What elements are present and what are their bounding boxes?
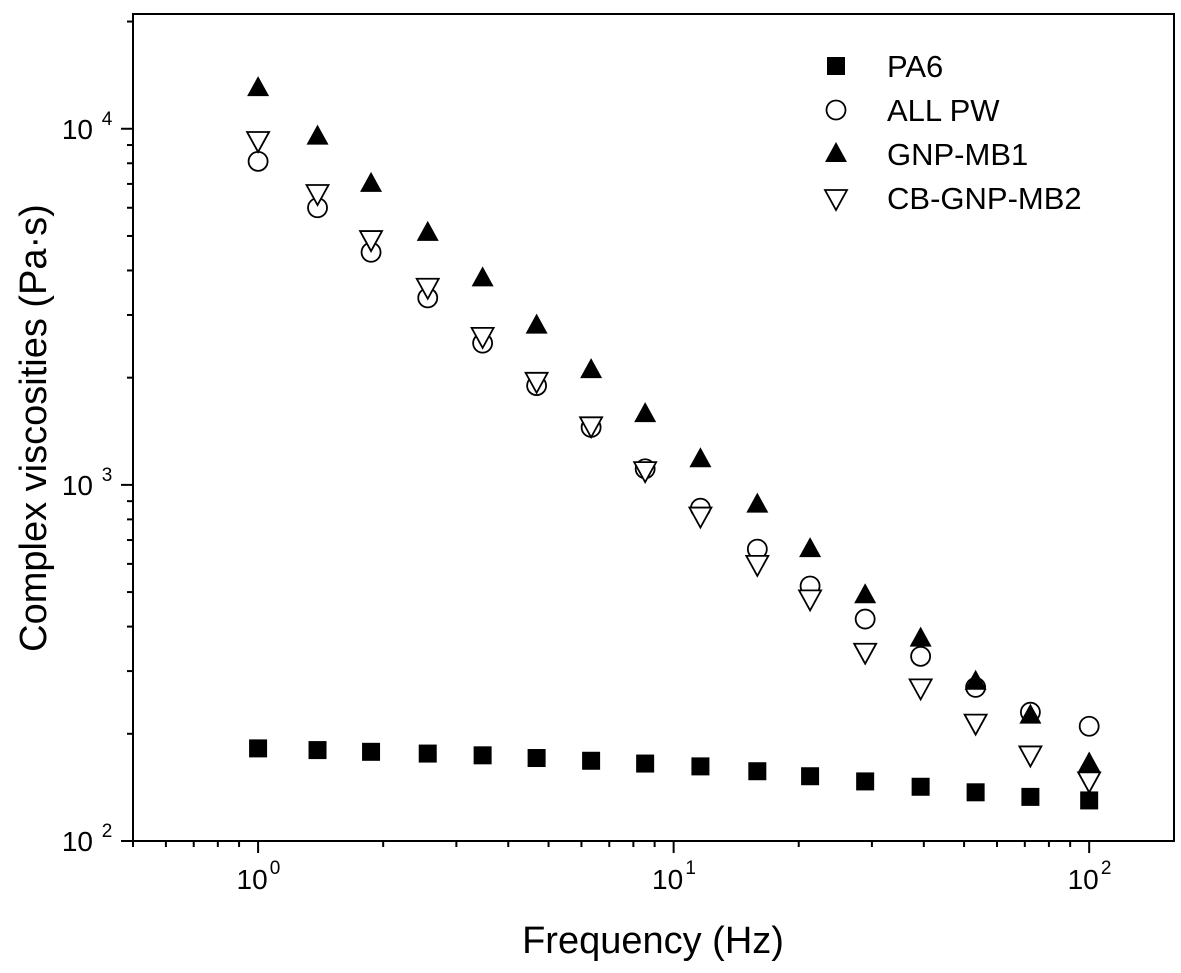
legend-label: ALL PW [887,93,1000,128]
x-tick-label: 10 [237,864,268,895]
data-point [801,767,820,786]
data-point [418,744,437,763]
data-point [1019,703,1042,724]
data-point [746,492,769,513]
x-tick-label: 10 [1068,864,1099,895]
data-point [910,645,932,667]
legend-marker [825,99,847,121]
data-points [245,76,1102,810]
plot-frame [132,13,1175,842]
data-point [636,754,655,773]
data-point [632,461,658,485]
data-point [1078,715,1100,737]
data-point [908,678,934,702]
data-point [582,751,601,770]
y-tick-label: 10 [62,826,93,857]
series-cb-gnp-mb2 [245,131,1102,795]
data-point [1021,787,1040,806]
data-point [1080,791,1099,810]
data-point [415,277,441,301]
data-point [797,589,823,613]
y-tick-exponent: 3 [102,465,113,486]
data-point [470,327,496,350]
x-tick-exponent: 0 [270,858,281,879]
y-tick-exponent: 4 [102,109,113,130]
data-point [911,777,930,796]
data-point [634,402,657,423]
legend-marker [823,189,849,212]
data-point [856,772,875,791]
data-point [854,583,877,604]
series-pa6 [249,739,1099,810]
data-point [799,537,822,558]
data-point [687,506,713,530]
data-point [744,554,770,578]
legend-label: PA6 [887,49,943,84]
y-tick-exponent: 2 [102,821,113,842]
data-point [909,626,932,647]
data-point [852,642,878,666]
data-point [527,749,546,768]
legend-label: GNP-MB1 [887,137,1028,172]
data-point [416,220,439,241]
data-point [360,171,383,192]
data-point [524,371,550,395]
data-point [308,741,327,760]
legend-marker [827,57,845,75]
data-point [249,739,268,758]
y-tick-label: 10 [62,114,93,145]
data-point [1078,751,1101,772]
tick-labels: 10 0 10 1 10 210 210 310 4 [62,109,1112,895]
data-point [578,416,604,440]
data-point [963,713,989,737]
legend-item: CB-GNP-MB2 [823,181,1082,216]
data-point [306,124,329,145]
data-point [748,762,767,781]
legend-marker [825,142,847,162]
data-point [691,757,710,776]
x-axis-title: Frequency (Hz) [522,920,784,962]
legend-item: PA6 [827,49,943,84]
data-point [304,184,331,207]
y-tick-label: 10 [62,470,93,501]
y-axis-title: Complex viscosities (Pa·s) [13,204,55,652]
x-tick-label: 10 [652,864,683,895]
data-point [1017,745,1043,769]
x-tick-exponent: 2 [1101,858,1112,879]
data-point [245,131,271,154]
series-gnp-mb1 [247,76,1101,772]
data-point [966,783,985,802]
data-point [964,669,987,690]
data-point [473,746,492,765]
data-point [362,742,381,761]
x-tick-exponent: 1 [685,858,696,879]
data-point [689,447,712,468]
data-point [525,313,548,334]
legend-item: GNP-MB1 [825,137,1028,172]
data-point [1076,771,1102,795]
data-point [580,358,603,379]
legend-label: CB-GNP-MB2 [887,181,1082,216]
data-point [247,150,269,172]
data-point [854,608,876,630]
data-point [358,230,384,253]
legend-item: ALL PW [825,93,1000,128]
data-point [471,266,494,287]
data-point [247,76,270,97]
legend: PA6 ALL PW GNP-MB1 CB-GNP-MB2 [823,49,1082,216]
